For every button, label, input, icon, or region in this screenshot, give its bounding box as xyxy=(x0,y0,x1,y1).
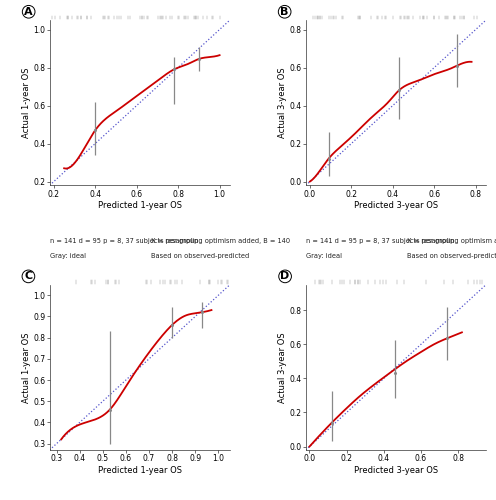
X-axis label: Predicted 3-year OS: Predicted 3-year OS xyxy=(354,466,438,475)
X-axis label: Predicted 3-year OS: Predicted 3-year OS xyxy=(354,202,438,210)
Text: Based on observed-predicted: Based on observed-predicted xyxy=(151,253,249,259)
Text: C: C xyxy=(24,272,32,281)
Y-axis label: Actual 1-year OS: Actual 1-year OS xyxy=(21,68,31,138)
Y-axis label: Actual 3-year OS: Actual 3-year OS xyxy=(278,68,287,138)
Text: B: B xyxy=(280,7,289,17)
X-axis label: Predicted 1-year OS: Predicted 1-year OS xyxy=(98,202,182,210)
Text: Gray: ideal: Gray: ideal xyxy=(306,253,342,259)
X-axis label: Predicted 1-year OS: Predicted 1-year OS xyxy=(98,466,182,475)
Text: A: A xyxy=(24,7,33,17)
Text: Based on observed-predicted: Based on observed-predicted xyxy=(407,253,496,259)
Text: n = 141 d = 95 p = 8, 37 subjects per group: n = 141 d = 95 p = 8, 37 subjects per gr… xyxy=(50,238,198,244)
Y-axis label: Actual 3-year OS: Actual 3-year OS xyxy=(278,332,287,402)
Text: n = 141 d = 95 p = 8, 37 subjects per group: n = 141 d = 95 p = 8, 37 subjects per gr… xyxy=(306,238,454,244)
Text: Gray: ideal: Gray: ideal xyxy=(50,253,86,259)
Text: D: D xyxy=(280,272,290,281)
Text: X = resampling optimism added, B = 140: X = resampling optimism added, B = 140 xyxy=(151,238,290,244)
Text: X = resampling optimism added, B = 140: X = resampling optimism added, B = 140 xyxy=(407,238,496,244)
Y-axis label: Actual 1-year OS: Actual 1-year OS xyxy=(21,332,31,402)
